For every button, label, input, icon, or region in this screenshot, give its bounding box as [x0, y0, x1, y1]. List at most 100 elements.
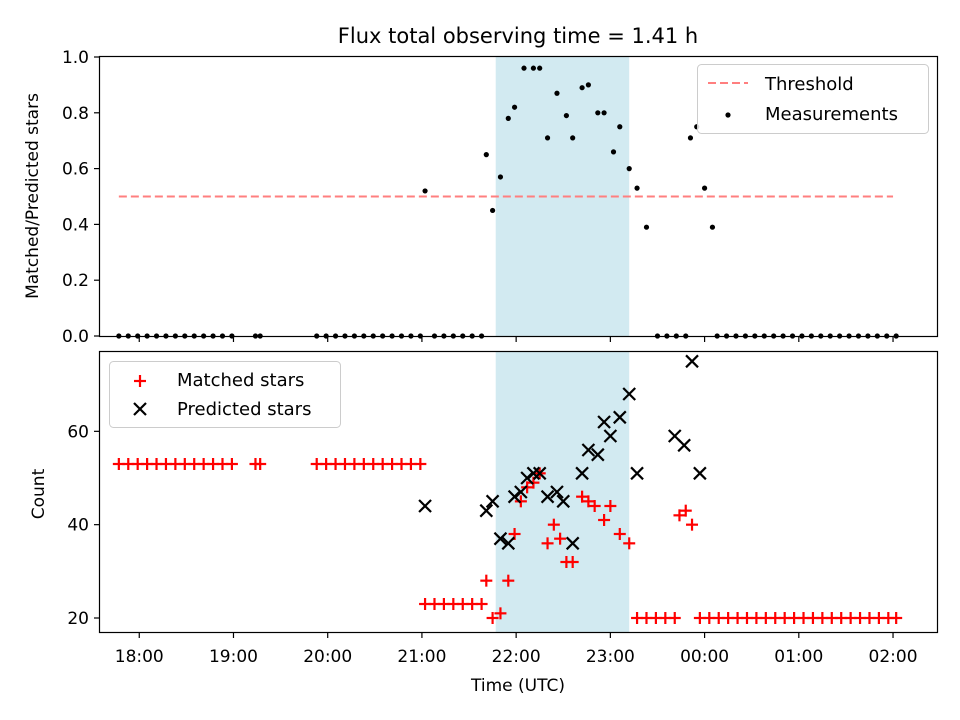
measurements-legend-swatch	[725, 112, 731, 118]
top-y-tick-label: 0.0	[62, 327, 89, 347]
measurement-point	[687, 135, 694, 141]
matched-legend-swatch	[134, 375, 146, 387]
matched-star-point	[668, 612, 681, 624]
matched-star-point	[486, 612, 499, 624]
bottom-x-tick-label: 01:00	[774, 647, 823, 667]
predicted-star-point	[520, 471, 534, 485]
bottom-x-axis-label: Time (UTC)	[470, 676, 565, 696]
measurement-point	[595, 110, 601, 116]
measurement-point	[579, 85, 585, 91]
matched-star-point	[494, 607, 507, 620]
bottom-x-tick-label: 02:00	[869, 647, 918, 667]
bottom-panel: 20 40 60 18:00 19:00 20:00 21:00 22:00 23:00 00:…	[29, 350, 939, 696]
bottom-shaded-region	[495, 352, 630, 632]
top-y-tick-label: 0.6	[62, 160, 89, 180]
measurement-point	[544, 135, 551, 141]
bottom-x-tick-label: 21:00	[397, 647, 446, 667]
measurement-point	[634, 185, 640, 191]
matched-star-point	[623, 537, 636, 550]
measurement-point	[497, 174, 504, 180]
top-y-axis: 0.0 0.2 0.4 0.6 0.8 1.0	[62, 48, 100, 347]
predicted-star-point	[507, 489, 522, 504]
bottom-x-tick-label: 18:00	[115, 647, 164, 667]
predicted-star-point	[479, 503, 494, 518]
predicted-star-point	[526, 466, 541, 481]
measurement-point	[537, 65, 543, 71]
predicted-star-point	[532, 466, 547, 481]
top-panel: 0.0 0.2 0.4 0.6 0.8 1.0 Matched/Predicted sta…	[23, 48, 939, 347]
matched-star-point	[588, 500, 601, 512]
matched-star-point	[613, 528, 626, 540]
predicted-legend-label: Predicted stars	[177, 399, 311, 420]
bottom-x-tick-label: 00:00	[680, 647, 729, 667]
predicted-star-point	[622, 387, 636, 401]
measurement-point	[709, 224, 716, 230]
measurements-series	[116, 65, 899, 339]
top-axes-frame	[98, 55, 939, 338]
measurement-point	[585, 82, 591, 88]
top-y-tick-label: 0.4	[62, 215, 89, 235]
predicted-star-point	[677, 438, 691, 453]
bottom-legend: Matched stars Predicted stars	[109, 361, 341, 428]
matched-star-point	[582, 495, 595, 508]
predicted-star-point	[575, 466, 589, 481]
predicted-stars-series	[418, 354, 707, 551]
bottom-x-tick-label: 23:00	[586, 647, 635, 667]
measurement-point	[643, 224, 650, 230]
predicted-star-point	[501, 536, 516, 551]
top-y-tick-label: 0.8	[62, 104, 89, 124]
threshold-legend-label: Threshold	[764, 74, 854, 95]
measurement-point	[617, 124, 623, 130]
measurement-point	[511, 104, 518, 110]
bottom-x-tick-label: 20:00	[303, 647, 352, 667]
measurement-point	[570, 135, 576, 141]
matched-star-point	[576, 490, 589, 503]
measurement-point	[505, 115, 511, 121]
matched-star-point	[475, 598, 488, 610]
top-y-tick-label: 0.2	[62, 271, 89, 291]
matched-star-point	[480, 574, 493, 587]
measurement-point	[601, 110, 607, 116]
matched-star-point	[521, 481, 534, 494]
predicted-star-point	[556, 494, 571, 509]
matched-star-point	[679, 504, 692, 517]
bottom-x-tick-label: 22:00	[492, 647, 541, 667]
bottom-x-axis: 18:00 19:00 20:00 21:00 22:00 23:00 00:00 01:00…	[115, 632, 918, 667]
bottom-y-axis-label: Count	[29, 468, 49, 519]
matched-star-point	[598, 514, 611, 526]
predicted-legend-swatch	[133, 402, 147, 416]
measurement-point	[521, 65, 527, 71]
matched-star-point	[541, 537, 554, 550]
predicted-star-point	[550, 485, 564, 499]
matched-star-point	[566, 556, 579, 568]
matched-star-point	[414, 458, 427, 470]
predicted-star-point	[685, 354, 699, 369]
matched-star-point	[890, 612, 903, 624]
measurement-point	[610, 149, 617, 155]
matched-star-point	[604, 500, 617, 512]
top-legend-box	[697, 64, 929, 134]
predicted-star-point	[591, 447, 605, 462]
bottom-y-tick-label: 60	[67, 422, 89, 442]
predicted-star-point	[565, 536, 580, 551]
measurement-point	[701, 185, 708, 191]
top-legend: Threshold Measurements	[697, 64, 929, 134]
bottom-legend-box	[109, 361, 341, 428]
predicted-star-point	[540, 489, 555, 504]
matched-star-point	[254, 458, 267, 470]
measurement-point	[483, 152, 489, 158]
predicted-star-point	[597, 415, 611, 429]
bottom-y-axis: 20 40 60	[67, 422, 100, 629]
predicted-star-point	[485, 494, 500, 509]
bottom-y-tick-label: 20	[67, 609, 89, 629]
measurement-point	[489, 207, 496, 214]
figure-title: Flux total observing time = 1.41 h	[338, 24, 698, 48]
predicted-star-point	[630, 466, 644, 481]
bottom-x-tick-label: 19:00	[209, 647, 258, 667]
predicted-star-point	[581, 443, 596, 457]
matched-star-point	[686, 518, 699, 531]
predicted-star-point	[613, 410, 627, 425]
measurements-legend-label: Measurements	[765, 104, 898, 125]
measurement-point	[422, 188, 428, 194]
